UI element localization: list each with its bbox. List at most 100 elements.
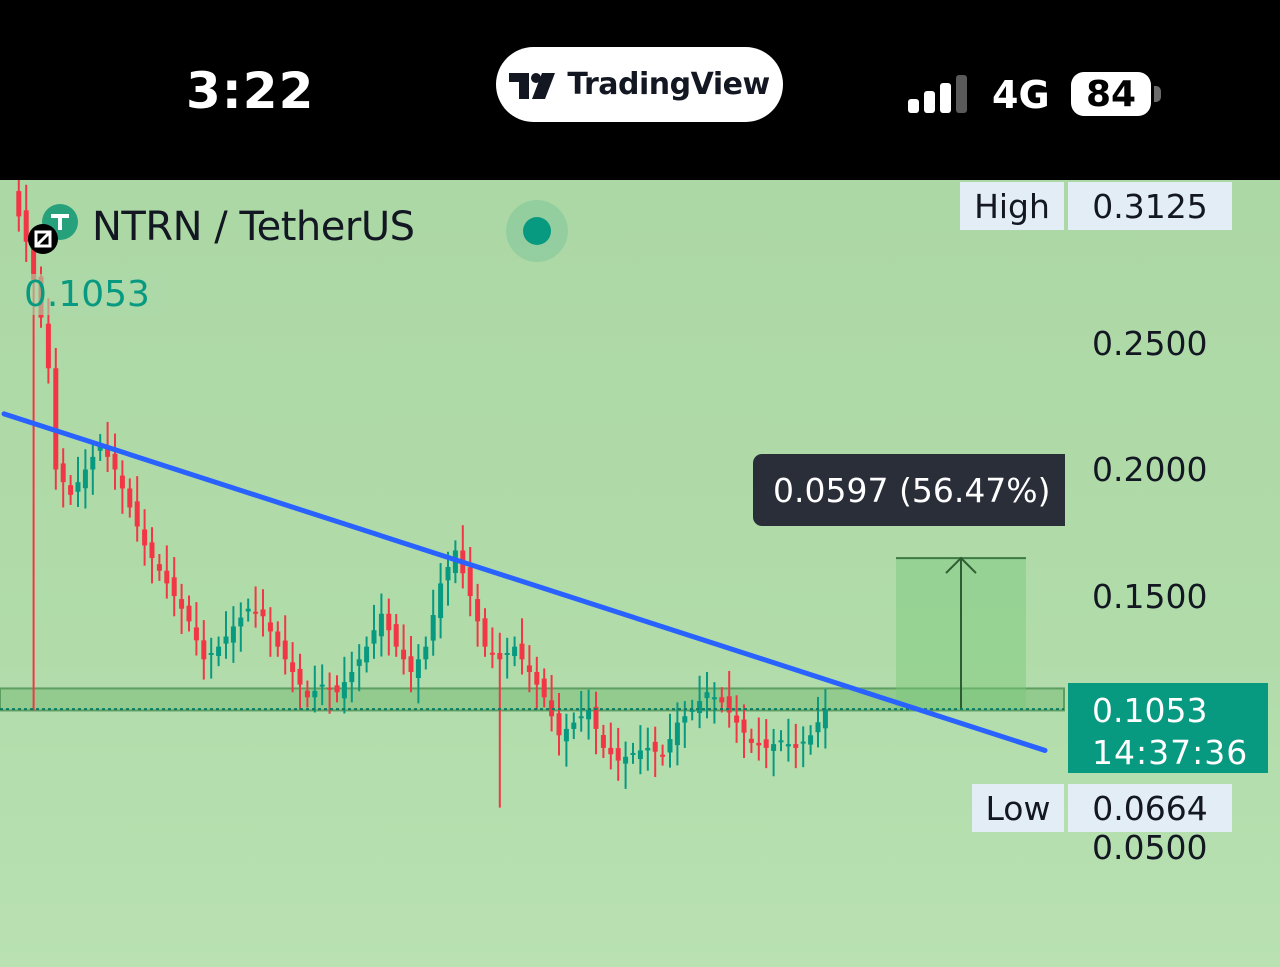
- candle-body: [127, 488, 133, 508]
- candle-body: [179, 599, 185, 609]
- candle-body: [371, 630, 377, 644]
- candle-body: [423, 646, 429, 660]
- candle-body: [282, 640, 288, 660]
- candle-body: [260, 609, 266, 617]
- candle-body: [156, 564, 162, 571]
- candle-body: [674, 722, 680, 746]
- candle-body: [223, 636, 229, 644]
- candle-body: [90, 456, 96, 470]
- candle-body: [497, 652, 503, 660]
- candle-body: [327, 687, 333, 690]
- last-price-tag: 0.1053 14:37:36: [1068, 683, 1268, 773]
- candle-body: [534, 671, 540, 685]
- axis-tick-0: 0.2500: [1092, 324, 1208, 363]
- tradingview-logo-icon: [509, 72, 556, 99]
- candle-body: [445, 566, 451, 581]
- candle-body: [238, 617, 244, 627]
- last-price-value: 0.1053: [1092, 691, 1208, 730]
- candle-body: [549, 700, 555, 717]
- candle-body: [275, 631, 281, 647]
- candle-body: [401, 649, 407, 660]
- price-chart[interactable]: [0, 180, 1280, 967]
- high-label: High: [960, 182, 1064, 230]
- candle-body: [164, 570, 170, 584]
- candle-body: [615, 748, 621, 761]
- candle-body: [800, 741, 806, 744]
- candle-body: [364, 646, 370, 663]
- candle-body: [245, 608, 251, 612]
- candle-body: [415, 659, 421, 679]
- candle-body: [578, 716, 584, 719]
- candle-body: [512, 646, 518, 657]
- candle-body: [689, 709, 695, 712]
- candle-body: [563, 728, 569, 742]
- candle-body: [652, 741, 658, 752]
- network-type: 4G: [992, 73, 1050, 117]
- status-time: 3:22: [186, 62, 315, 120]
- candle-body: [393, 624, 399, 647]
- candle-body: [771, 744, 777, 751]
- candle-body: [149, 542, 155, 559]
- candle-body: [600, 735, 606, 748]
- candle-body: [571, 722, 577, 729]
- candle-body: [201, 640, 207, 660]
- candle-body: [682, 716, 688, 723]
- chart-area[interactable]: NTRN / TetherUS 0.1053 High 0.3125 0.250…: [0, 180, 1280, 967]
- symbol-title[interactable]: NTRN / TetherUS: [92, 204, 415, 250]
- candle-body: [16, 191, 22, 217]
- candle-body: [475, 599, 481, 622]
- candle-body: [60, 463, 66, 483]
- candle-body: [623, 756, 629, 764]
- battery-icon: 84: [1071, 72, 1151, 116]
- candle-body: [438, 583, 444, 619]
- measure-tooltip: 0.0597 (56.47%): [753, 454, 1065, 526]
- candle-body: [82, 469, 88, 489]
- descending-trendline: [1, 411, 1048, 753]
- candle-body: [68, 485, 74, 495]
- cellular-signal-icon: [908, 75, 967, 113]
- candle-body: [193, 627, 199, 641]
- candle-body: [748, 738, 754, 743]
- legend-last-price: 0.1053: [24, 274, 166, 315]
- candle-body: [23, 210, 29, 242]
- candle-body: [467, 567, 473, 597]
- candle-body: [785, 744, 791, 747]
- candle-body: [763, 739, 769, 748]
- candle-body: [660, 754, 666, 757]
- candle-body: [526, 665, 532, 672]
- candle-body: [808, 735, 814, 745]
- market-open-indicator[interactable]: [523, 217, 551, 245]
- candle-body: [637, 750, 643, 760]
- candle-body: [341, 682, 347, 699]
- measure-arrow-head: [945, 556, 977, 574]
- low-label: Low: [972, 784, 1064, 832]
- candle-body: [290, 662, 296, 672]
- app-switcher-pill[interactable]: TradingView: [496, 47, 783, 122]
- candle-body: [378, 613, 384, 637]
- candle-body: [704, 692, 710, 699]
- axis-tick-1: 0.2000: [1092, 450, 1208, 489]
- candle-body: [556, 713, 562, 736]
- candle-body: [430, 615, 436, 641]
- candle-body: [253, 611, 259, 614]
- candle-body: [216, 646, 222, 657]
- candle-body: [312, 690, 318, 698]
- candle-body: [142, 529, 148, 546]
- candle-body: [319, 684, 325, 687]
- battery-level: 84: [1085, 73, 1137, 115]
- candle-body: [386, 613, 392, 631]
- candle-body: [741, 719, 747, 733]
- candle-body: [304, 690, 310, 698]
- candle-body: [608, 747, 614, 755]
- candle-body: [667, 739, 673, 753]
- candle-body: [756, 742, 762, 746]
- axis-tick-3: 0.0500: [1092, 828, 1208, 867]
- candle-body: [519, 643, 525, 660]
- candle-body: [711, 697, 717, 700]
- candle-body: [822, 709, 828, 729]
- app-name: TradingView: [567, 67, 770, 102]
- candle-body: [45, 323, 51, 369]
- candle-body: [586, 709, 592, 720]
- status-bar: 3:22 TradingView 4G 84: [0, 0, 1280, 180]
- candle-body: [726, 696, 732, 713]
